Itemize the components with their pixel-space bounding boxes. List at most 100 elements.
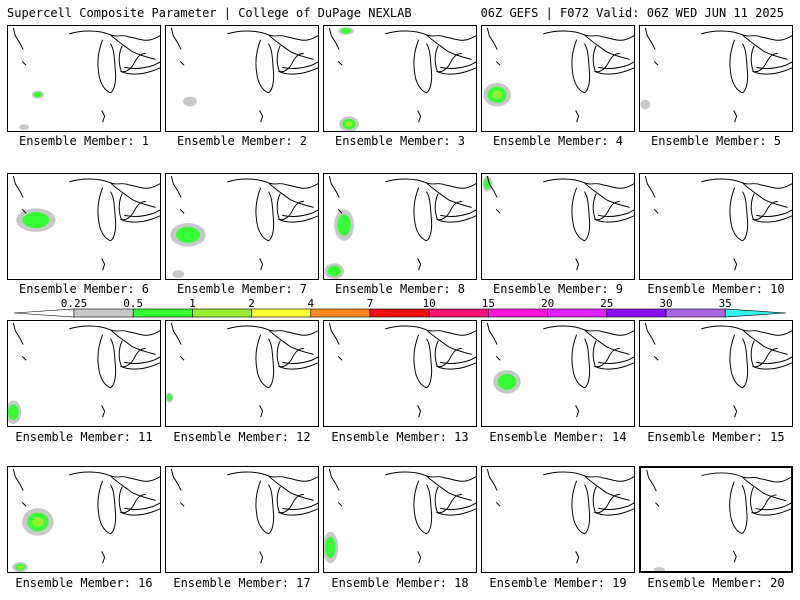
ensemble-member-panel (481, 466, 635, 573)
colorbar-tick-label: 0.5 (123, 298, 143, 310)
great-lakes-map (170, 468, 318, 564)
ensemble-member-panel (481, 25, 635, 132)
ensemble-member-label: Ensemble Member: 8 (334, 282, 466, 296)
great-lakes-map (8, 322, 160, 425)
scp-contour-blob (170, 223, 206, 247)
great-lakes-map (644, 175, 792, 271)
scp-contour-blob (483, 82, 511, 107)
great-lakes-map (482, 175, 634, 271)
scp-contour-blob (166, 392, 174, 403)
ensemble-member-label: Ensemble Member: 11 (15, 430, 153, 444)
ensemble-member-label: Ensemble Member: 3 (334, 134, 466, 148)
ensemble-member-panel (639, 173, 793, 280)
coastline-outline (12, 175, 160, 271)
coastline-outline (170, 468, 318, 564)
ensemble-member-label: Ensemble Member: 12 (173, 430, 311, 444)
ensemble-member-panel (7, 466, 161, 573)
scp-contour-blob (324, 531, 339, 564)
ensemble-member-label: Ensemble Member: 10 (647, 282, 785, 296)
great-lakes-map (170, 27, 318, 123)
great-lakes-map (646, 469, 791, 571)
colorbar-tick-label: 15 (482, 298, 495, 310)
colorbar-tick-label: 4 (307, 298, 314, 310)
ensemble-member-panel (323, 320, 477, 427)
great-lakes-map (328, 322, 476, 418)
scp-contour-blob (16, 208, 56, 232)
colorbar-swatch (665, 308, 726, 318)
coastline-outline (486, 468, 634, 564)
great-lakes-map (12, 175, 160, 271)
colorbar-swatch (132, 308, 193, 318)
colorbar-tick-label: 20 (541, 298, 554, 310)
coastline-outline (328, 468, 476, 564)
ensemble-member-panel (481, 173, 635, 280)
great-lakes-map (644, 322, 792, 418)
scp-contour-blob (482, 175, 493, 192)
scp-contour-blob (334, 209, 354, 241)
coastline-outline (486, 322, 634, 418)
coastline-outline (12, 27, 160, 123)
ensemble-member-panel (639, 25, 793, 132)
scp-contour-blob (8, 400, 22, 425)
colorbar-swatch (369, 308, 430, 318)
great-lakes-map (12, 468, 160, 572)
ensemble-member-label: Ensemble Member: 14 (489, 430, 627, 444)
colorbar-swatch (724, 308, 786, 318)
colorbar-swatch (310, 308, 371, 318)
valid-time: 06Z GEFS | F072 Valid: 06Z WED JUN 11 20… (480, 6, 784, 20)
ensemble-member-panel (165, 320, 319, 427)
great-lakes-map (640, 27, 792, 123)
scp-contour-blob (12, 562, 29, 572)
ensemble-member-panel (639, 320, 793, 427)
colorbar-tick-label: 2 (248, 298, 255, 310)
colorbar-swatch (488, 308, 548, 318)
colorbar-tick-label: 35 (719, 298, 732, 310)
colorbar-under-arrow (14, 308, 75, 318)
colorbar-swatch (606, 308, 667, 318)
great-lakes-map (486, 468, 634, 564)
ensemble-member-label: Ensemble Member: 16 (15, 576, 153, 590)
great-lakes-map (170, 175, 318, 279)
great-lakes-map (166, 322, 318, 418)
ensemble-member-panel (165, 466, 319, 573)
colorbar-tick-label: 25 (600, 298, 613, 310)
scp-contour-blob (339, 116, 359, 131)
ensemble-member-panel (165, 173, 319, 280)
ensemble-member-panel (323, 466, 477, 573)
ensemble-member-panel (639, 466, 793, 573)
ensemble-member-label: Ensemble Member: 4 (492, 134, 624, 148)
coastline-outline (486, 27, 634, 123)
scp-contour-blob (324, 263, 345, 279)
great-lakes-map (328, 26, 476, 131)
ensemble-member-panel (481, 320, 635, 427)
scp-contour-blob (640, 99, 651, 110)
ensemble-member-panel (7, 25, 161, 132)
ensemble-member-label: Ensemble Member: 7 (176, 282, 308, 296)
colorbar-swatch (251, 308, 312, 318)
ensemble-member-label: Ensemble Member: 5 (650, 134, 782, 148)
scp-contour-blob (183, 96, 197, 107)
great-lakes-map (483, 27, 634, 123)
scp-contour-blob (172, 270, 185, 279)
ensemble-member-label: Ensemble Member: 18 (331, 576, 469, 590)
coastline-outline (170, 175, 318, 271)
scp-contour-blob (31, 90, 44, 99)
coastline-outline (12, 468, 160, 564)
colorbar-tick-label: 7 (367, 298, 374, 310)
coastline-outline (328, 322, 476, 418)
colorbar-tick-label: 10 (423, 298, 436, 310)
colorbar-swatch (547, 308, 608, 318)
colorbar-legend: 0.25 0.5 1 2 4 7 10 15 20 25 30 35 (14, 298, 786, 318)
coastline-outline (646, 469, 791, 563)
colorbar-tick-label: 0.25 (61, 298, 88, 310)
coastline-outline (644, 175, 792, 271)
ensemble-member-panel (165, 25, 319, 132)
ensemble-member-label: Ensemble Member: 17 (173, 576, 311, 590)
ensemble-member-label: Ensemble Member: 20 (647, 576, 785, 590)
coastline-outline (644, 27, 792, 123)
ensemble-member-label: Ensemble Member: 6 (18, 282, 150, 296)
colorbar-swatch (73, 308, 134, 318)
ensemble-member-panel (7, 173, 161, 280)
scp-contour-blob (653, 567, 665, 571)
colorbar-tick-label: 30 (659, 298, 672, 310)
